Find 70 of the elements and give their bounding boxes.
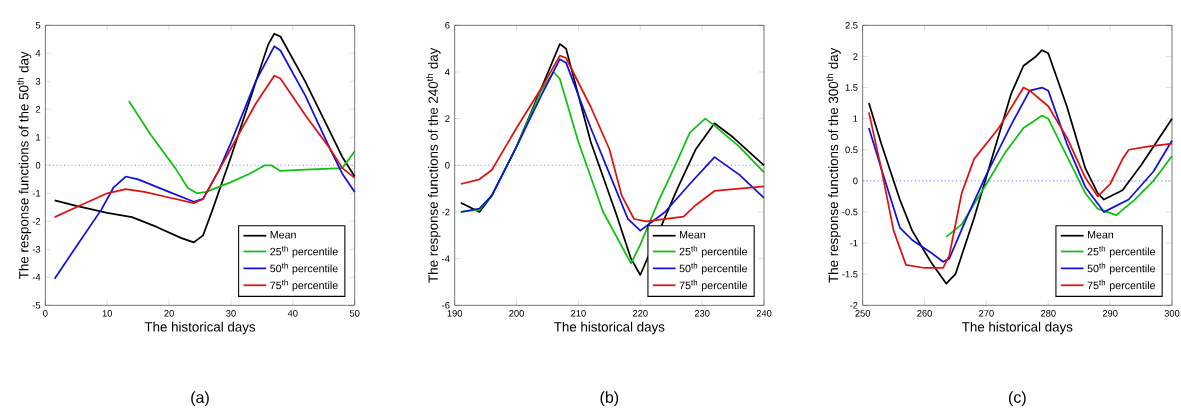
legend-label: Mean: [270, 231, 296, 239]
y-tick-label: -6: [442, 302, 450, 309]
line-series: [53, 74, 356, 218]
y-tick-label: -0.5: [842, 208, 858, 216]
legend-label: Mean: [679, 231, 706, 239]
y-tick-label: 0.5: [845, 146, 858, 154]
y-tick-label: 4: [35, 50, 41, 57]
y-tick-label: -1.5: [842, 270, 858, 278]
y-tick-label: 2: [35, 106, 41, 113]
x-tick-label: 280: [1040, 310, 1056, 317]
y-axis-title: The response functions of the 240$^{th}$ day: [426, 47, 441, 283]
y-tick-label: 5: [35, 22, 41, 29]
y-tick-label: 6: [445, 22, 450, 29]
x-tick-label: 270: [979, 310, 994, 317]
x-tick-label: 200: [509, 310, 524, 317]
x-tick-label: 250: [855, 310, 871, 317]
text: (c): [1008, 391, 1026, 407]
legend-label: 50$^{th}$ percentile: [270, 262, 338, 275]
x-tick-label: 290: [1102, 310, 1118, 317]
y-tick-label: -4: [442, 255, 450, 262]
legend-label: 75$^{th}$ percentile: [270, 279, 338, 292]
x-tick-label: 40: [287, 310, 298, 317]
x-tick-label: 240: [756, 310, 772, 317]
x-tick-label: 230: [694, 310, 710, 317]
y-tick-label: -4: [32, 274, 41, 281]
y-tick-label: 2: [853, 53, 858, 60]
x-tick-label: 210: [571, 310, 586, 317]
y-axis-title: The response functions of the 50$^{th}$ day: [16, 51, 32, 279]
x-axis-title: The historical days: [144, 321, 256, 335]
y-tick-label: -3: [32, 246, 41, 253]
legend-label: 50$^{th}$ percentile: [1087, 262, 1156, 275]
legend-label: 25$^{th}$ percentile: [270, 245, 338, 258]
y-tick-label: -2: [32, 218, 41, 225]
y-axis-title: The response functions of the 300$^{th}$ day: [826, 47, 841, 283]
text: (a): [191, 391, 209, 407]
x-tick-label: 30: [226, 310, 236, 317]
legend-label: Mean: [1087, 231, 1114, 239]
legend-label: 50$^{th}$ percentile: [679, 262, 748, 275]
y-tick-label: 4: [444, 68, 450, 76]
legend-label: 75$^{th}$ percentile: [1087, 279, 1156, 292]
x-tick-label: 0: [43, 310, 48, 317]
y-tick-label: 0: [35, 162, 41, 169]
y-tick-label: -2: [442, 208, 450, 216]
line-series: [53, 45, 356, 280]
legend-label: 75$^{th}$ percentile: [679, 279, 748, 292]
x-axis-title: The historical days: [554, 321, 665, 335]
x-tick-label: 260: [917, 310, 932, 317]
y-tick-label: -1: [850, 239, 858, 247]
legend-label: 25$^{th}$ percentile: [1087, 245, 1156, 258]
y-tick-label: -1: [32, 190, 41, 197]
x-tick-label: 50: [349, 310, 360, 317]
y-tick-label: 0: [853, 177, 858, 185]
y-tick-label: -2: [850, 302, 858, 309]
x-tick-label: 220: [632, 310, 648, 317]
y-tick-label: 2: [445, 115, 450, 122]
legend-label: 25$^{th}$ percentile: [679, 245, 748, 258]
x-axis-title: The historical days: [962, 321, 1073, 335]
y-tick-label: 1.5: [845, 84, 858, 91]
x-tick-label: 10: [102, 310, 113, 317]
line-series: [127, 100, 356, 195]
text: (b): [600, 391, 619, 407]
y-tick-label: 1: [853, 115, 858, 122]
x-tick-label: 190: [447, 310, 463, 317]
x-tick-label: 300: [1164, 310, 1180, 317]
y-tick-label: 3: [35, 78, 41, 85]
y-tick-label: -5: [32, 302, 41, 309]
y-tick-label: 0: [445, 162, 450, 169]
y-tick-label: 2.5: [845, 22, 858, 29]
y-tick-label: 1: [36, 134, 41, 141]
x-tick-label: 20: [164, 310, 174, 317]
